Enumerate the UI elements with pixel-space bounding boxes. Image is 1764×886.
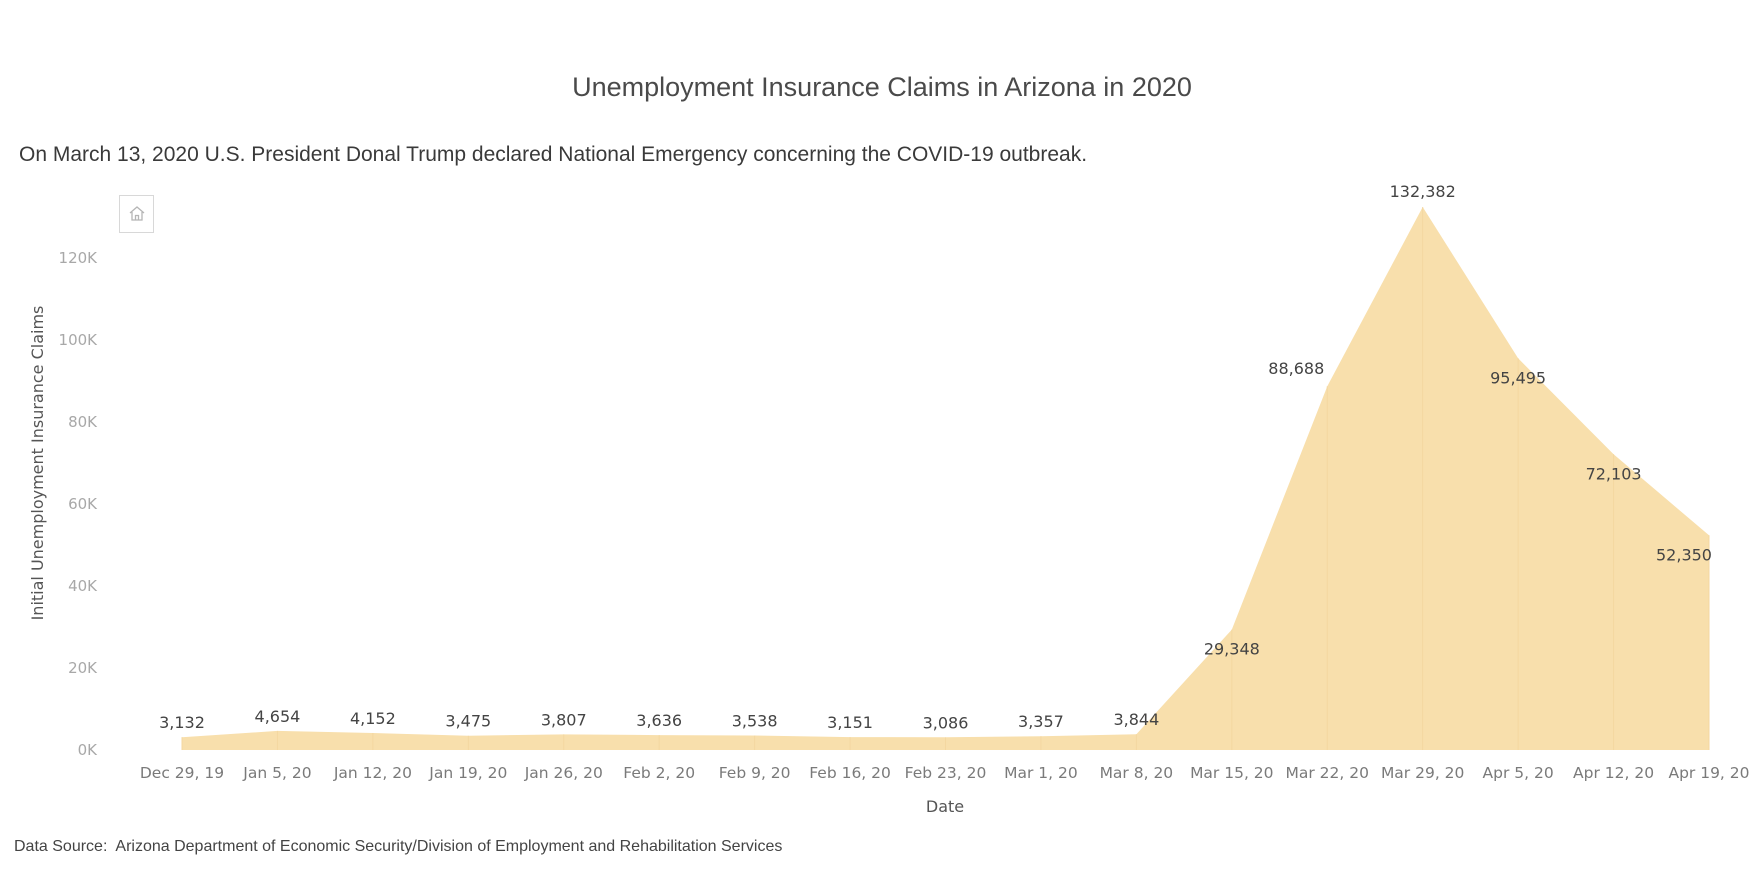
- data-label: 3,086: [923, 713, 969, 732]
- x-tick-label: Mar 29, 20: [1381, 764, 1464, 782]
- x-tick-label: Mar 15, 20: [1190, 764, 1273, 782]
- area-series[interactable]: [182, 207, 1709, 750]
- y-tick-label: 40K: [68, 577, 98, 595]
- data-labels: 3,132 4,654 4,152 3,475 3,807 3,636 3,538 3,151…: [159, 182, 1712, 732]
- data-label: 4,654: [255, 707, 301, 726]
- data-label: 3,538: [732, 711, 778, 730]
- data-label: 29,348: [1204, 640, 1260, 659]
- data-source-text: Arizona Department of Economic Security/…: [115, 838, 783, 855]
- data-source-label: Data Source:: [14, 838, 108, 855]
- y-tick-label: 120K: [59, 249, 99, 267]
- plot-area: [181, 207, 1710, 750]
- y-tick-label: 0K: [78, 741, 99, 759]
- x-tick-label: Jan 26, 20: [524, 764, 603, 782]
- data-label: 132,382: [1390, 182, 1456, 201]
- y-tick-label: 60K: [68, 495, 98, 513]
- x-tick-label: Apr 19, 20: [1668, 764, 1749, 782]
- x-tick-label: Mar 8, 20: [1100, 764, 1174, 782]
- x-tick-label: Apr 5, 20: [1483, 764, 1554, 782]
- x-tick-label: Feb 23, 20: [905, 764, 987, 782]
- data-source-footer: Data Source: Arizona Department of Econom…: [14, 838, 782, 856]
- x-axis-title: Date: [926, 797, 964, 816]
- y-axis: 0K 20K 40K 60K 80K 100K 120K: [59, 249, 99, 759]
- data-label: 3,475: [445, 712, 491, 731]
- x-tick-label: Mar 22, 20: [1286, 764, 1369, 782]
- x-tick-label: Jan 12, 20: [333, 764, 412, 782]
- data-label: 52,350: [1656, 545, 1712, 564]
- x-tick-label: Mar 1, 20: [1004, 764, 1078, 782]
- x-axis: Dec 29, 19 Jan 5, 20 Jan 12, 20 Jan 19, 20 J…: [140, 764, 1750, 782]
- x-tick-label: Dec 29, 19: [140, 764, 224, 782]
- data-label: 3,357: [1018, 712, 1064, 731]
- data-label: 3,844: [1113, 710, 1159, 729]
- data-label: 3,636: [636, 711, 682, 730]
- data-label: 4,152: [350, 709, 396, 728]
- x-tick-label: Feb 2, 20: [623, 764, 695, 782]
- x-tick-label: Jan 19, 20: [428, 764, 507, 782]
- x-tick-label: Jan 5, 20: [242, 764, 311, 782]
- chart-subtitle: On March 13, 2020 U.S. President Donal T…: [19, 143, 1088, 166]
- y-tick-label: 20K: [68, 659, 98, 677]
- data-label: 72,103: [1586, 464, 1642, 483]
- x-tick-label: Feb 9, 20: [719, 764, 791, 782]
- chart-title: Unemployment Insurance Claims in Arizona…: [572, 72, 1192, 102]
- x-tick-label: Apr 12, 20: [1573, 764, 1654, 782]
- data-label: 95,495: [1490, 368, 1546, 387]
- home-button[interactable]: [119, 195, 154, 233]
- data-label: 3,132: [159, 713, 205, 732]
- y-axis-title: Initial Unemployment Insurance Claims: [28, 306, 47, 621]
- data-label: 88,688: [1268, 359, 1324, 378]
- y-tick-label: 100K: [59, 331, 99, 349]
- data-label: 3,151: [827, 713, 873, 732]
- data-label: 3,807: [541, 710, 587, 729]
- y-tick-label: 80K: [68, 413, 98, 431]
- x-tick-label: Feb 16, 20: [809, 764, 891, 782]
- home-icon: [129, 206, 144, 221]
